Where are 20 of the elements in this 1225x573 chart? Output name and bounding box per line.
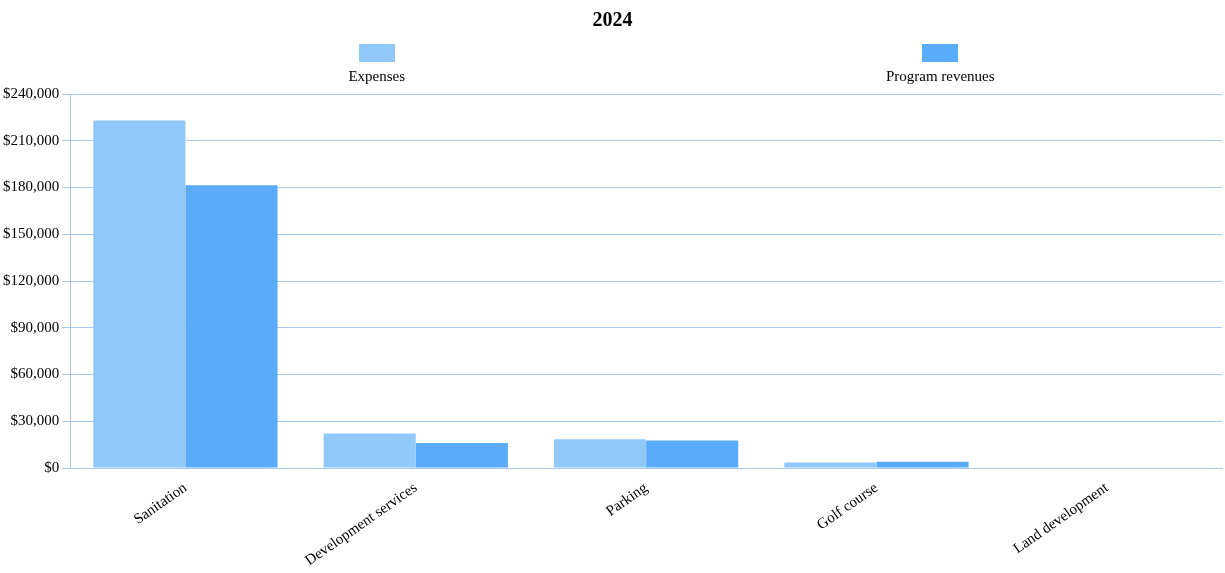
bar <box>784 462 877 468</box>
y-tick-label: $210,000 <box>3 131 60 148</box>
bar <box>553 439 647 468</box>
y-tick-label: $30,000 <box>10 412 60 429</box>
bar <box>415 443 508 468</box>
y-tick-label: $0 <box>44 458 60 475</box>
y-tick-label: $60,000 <box>10 365 60 382</box>
bar <box>876 461 969 468</box>
y-tick-label: $90,000 <box>10 318 60 335</box>
legend-label: Expenses <box>348 68 406 85</box>
bar <box>93 120 186 468</box>
y-tick-label: $240,000 <box>3 84 60 101</box>
y-tick-label: $150,000 <box>3 225 60 242</box>
chart-title: 2024 <box>591 8 634 31</box>
legend-label: Program revenues <box>885 68 995 85</box>
bar <box>185 185 278 468</box>
y-tick-label: $120,000 <box>3 271 60 288</box>
bar <box>646 440 739 468</box>
y-tick-label: $180,000 <box>3 178 60 195</box>
bar <box>323 433 416 468</box>
